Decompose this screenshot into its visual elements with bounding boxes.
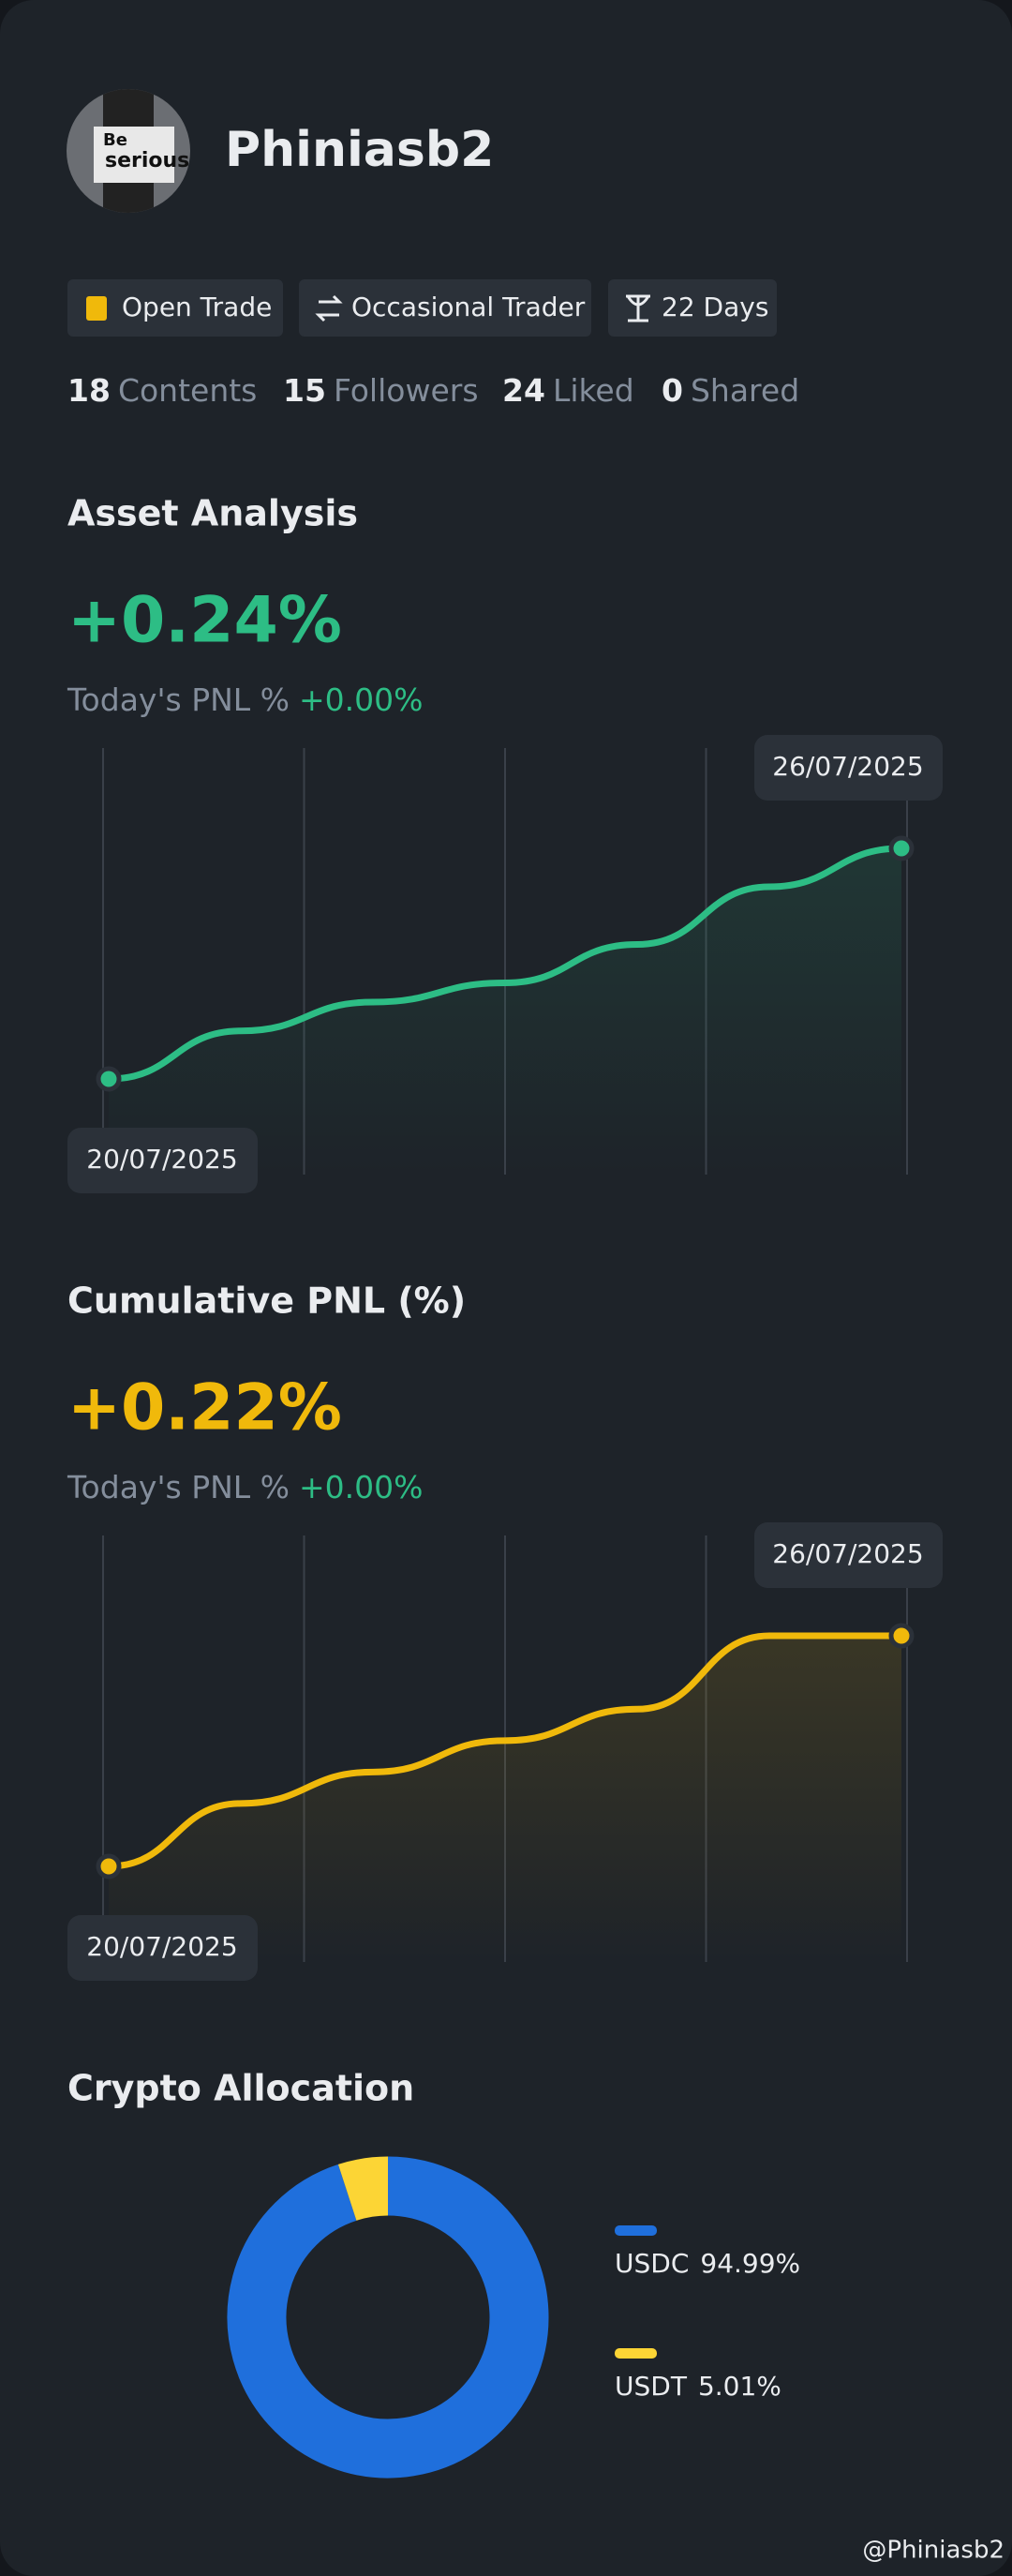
stat-value: 18 (67, 372, 111, 409)
stat-label: Followers (334, 372, 479, 409)
end-dot (96, 1853, 122, 1880)
tooltip (67, 1915, 258, 1981)
legend-item: USDT 5.01% (615, 2371, 781, 2402)
line (105, 845, 905, 1083)
badge (608, 279, 777, 337)
legend-value: 94.99% (700, 2248, 800, 2279)
tooltip-date: 20/07/2025 (86, 1931, 237, 1962)
area (109, 848, 901, 1175)
badge-text: Occasional Trader (351, 292, 586, 322)
stat: 0 Shared (662, 372, 799, 409)
badge-icon (86, 296, 107, 321)
subtitle: Today's PNL % +0.00% (67, 681, 424, 718)
tooltip (754, 735, 943, 801)
headline: +0.24% (67, 584, 342, 658)
legend-label: USDC (615, 2248, 689, 2279)
badge (299, 279, 591, 337)
badge-text: Open Trade (122, 292, 272, 322)
section-title: Cumulative PNL (%) (67, 1281, 466, 1322)
legend-label: USDT (615, 2371, 688, 2402)
tooltip (67, 1128, 258, 1193)
badge-icon (315, 294, 343, 322)
stat-value: 24 (502, 372, 545, 409)
subtitle-value: +0.00% (299, 681, 423, 718)
avatar-text: Be (103, 130, 127, 150)
end-dot (888, 835, 915, 861)
stat: 18 Contents (67, 372, 257, 409)
tooltip-date: 26/07/2025 (772, 1538, 923, 1569)
donut-slice (337, 2156, 389, 2222)
section-title: Crypto Allocation (67, 2068, 414, 2109)
stat-label: Liked (553, 372, 634, 409)
subtitle: Today's PNL % +0.00% (67, 1469, 424, 1505)
donut-slice (227, 2156, 549, 2479)
tooltip-date: 20/07/2025 (86, 1144, 237, 1175)
footer: @Phiniasb2 (862, 2537, 1005, 2565)
badge-text: 22 Days (662, 292, 768, 322)
user-name: Phiniasb2 (225, 122, 494, 178)
tooltip-date: 26/07/2025 (772, 751, 923, 782)
line (105, 1632, 905, 1870)
avatar-text: serious (105, 149, 189, 172)
stat-label: Shared (691, 372, 799, 409)
subtitle-value: +0.00% (299, 1469, 423, 1505)
subtitle-label: Today's PNL % (67, 681, 290, 718)
stat-value: 0 (662, 372, 683, 409)
end-dot (96, 1066, 122, 1092)
legend-swatch (615, 2225, 657, 2236)
end-dot (888, 1623, 915, 1649)
stat: 15 Followers (283, 372, 479, 409)
stat: 24 Liked (502, 372, 634, 409)
headline: +0.22% (67, 1371, 342, 1445)
stat-label: Contents (118, 372, 257, 409)
badge (67, 279, 283, 337)
section-title: Asset Analysis (67, 493, 358, 534)
subtitle-label: Today's PNL % (67, 1469, 290, 1505)
badge-icon (626, 294, 650, 322)
area (109, 1636, 901, 1962)
tooltip (754, 1522, 943, 1588)
legend-value: 5.01% (698, 2371, 781, 2402)
stat-value: 15 (283, 372, 326, 409)
legend-swatch (615, 2348, 657, 2359)
legend-item: USDC 94.99% (615, 2248, 800, 2279)
avatar: Be serious (67, 89, 190, 213)
